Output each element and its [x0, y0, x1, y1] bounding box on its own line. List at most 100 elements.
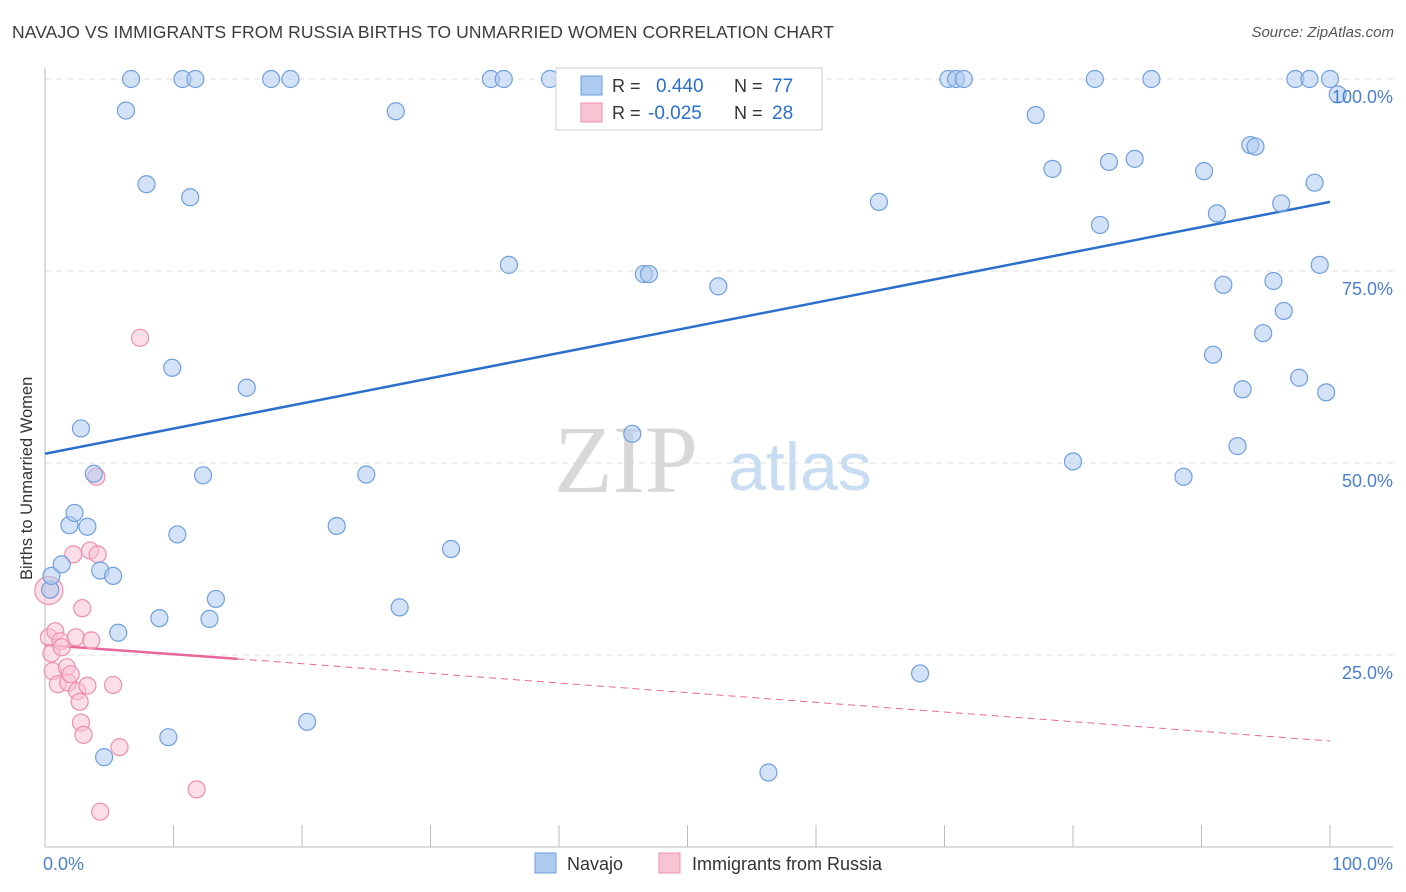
- navajo-r-value: 0.440: [656, 76, 704, 97]
- y-tick-label: 100.0%: [1332, 87, 1393, 107]
- russia-point: [66, 628, 85, 647]
- navajo-point: [1264, 271, 1283, 291]
- navajo-n-value: 77: [772, 76, 793, 97]
- navajo-points: [41, 69, 1347, 782]
- navajo-point: [1125, 149, 1144, 168]
- navajo-point: [1300, 69, 1319, 89]
- russia-point: [88, 545, 107, 564]
- navajo-point: [150, 609, 169, 628]
- y-tick-label: 25.0%: [1342, 663, 1393, 683]
- navajo-point: [1254, 324, 1273, 343]
- legend-russia-swatch: [658, 852, 681, 874]
- navajo-point: [1214, 275, 1233, 294]
- chart-title: NAVAJO VS IMMIGRANTS FROM RUSSIA BIRTHS …: [12, 22, 835, 42]
- navajo-point: [1305, 173, 1324, 192]
- navajo-point: [623, 424, 642, 443]
- navajo-point: [499, 255, 518, 274]
- russia-r-value: -0.025: [648, 103, 702, 124]
- navajo-point: [1274, 301, 1293, 321]
- navajo-point: [78, 517, 97, 536]
- navajo-point: [52, 555, 71, 574]
- navajo-point: [193, 466, 213, 485]
- navajo-swatch: [580, 75, 603, 96]
- russia-swatch: [580, 102, 603, 123]
- navajo-point: [116, 101, 136, 120]
- russia-point: [91, 802, 110, 821]
- russia-point: [78, 676, 97, 695]
- navajo-n-label: N =: [734, 76, 763, 96]
- watermark-zip: ZIP: [554, 406, 698, 513]
- navajo-point: [709, 277, 728, 296]
- russia-point: [52, 638, 71, 657]
- navajo-point: [109, 623, 128, 642]
- russia-point: [61, 665, 80, 684]
- russia-point: [74, 725, 93, 744]
- russia-point: [187, 780, 206, 799]
- navajo-point: [441, 539, 461, 559]
- russia-point: [130, 328, 150, 347]
- navajo-point: [1310, 255, 1329, 274]
- navajo-point: [1233, 380, 1252, 399]
- navajo-trend-solid: [44, 200, 1331, 456]
- y-tick-label: 75.0%: [1342, 279, 1393, 299]
- navajo-point: [121, 69, 141, 89]
- navajo-point: [186, 69, 205, 89]
- legend-navajo-label: Navajo: [567, 854, 623, 874]
- navajo-point: [71, 419, 91, 438]
- navajo-point: [1328, 85, 1347, 104]
- navajo-point: [327, 516, 346, 536]
- x-tick-label-end: 100.0%: [1332, 854, 1393, 874]
- navajo-point: [1228, 437, 1247, 456]
- russia-trend-line: [44, 643, 1331, 742]
- navajo-point: [390, 598, 409, 617]
- source-label: Source: ZipAtlas.com: [1251, 24, 1394, 41]
- navajo-point: [298, 712, 317, 731]
- russia-point: [104, 675, 123, 695]
- navajo-point: [1063, 452, 1083, 471]
- navajo-trend-line: [44, 200, 1331, 456]
- navajo-point: [206, 589, 226, 609]
- navajo-point: [357, 465, 376, 484]
- navajo-point: [494, 69, 513, 89]
- russia-point: [70, 692, 89, 711]
- navajo-point: [1320, 69, 1340, 89]
- navajo-point: [1174, 467, 1193, 486]
- navajo-point: [159, 728, 178, 747]
- navajo-point: [137, 175, 156, 194]
- watermark: ZIP atlas: [554, 406, 872, 513]
- navajo-point: [65, 503, 84, 523]
- navajo-point: [1207, 204, 1227, 223]
- legend-navajo-swatch: [534, 852, 557, 874]
- navajo-point: [1290, 368, 1309, 387]
- navajo-point: [639, 264, 659, 284]
- navajo-point: [1099, 152, 1119, 172]
- tick-labels: 25.0% 50.0% 75.0% 100.0% 0.0% 100.0%: [43, 87, 1393, 874]
- navajo-point: [1043, 159, 1062, 178]
- navajo-point: [1246, 137, 1265, 156]
- navajo-point: [84, 464, 103, 483]
- navajo-point: [1203, 345, 1223, 364]
- navajo-point: [262, 69, 281, 89]
- navajo-point: [1090, 215, 1110, 235]
- stats-legend: R = 0.440 N = 77 R = -0.025 N = 28: [555, 67, 823, 131]
- navajo-point: [386, 102, 405, 121]
- navajo-point: [1085, 69, 1104, 89]
- russia-point: [110, 738, 129, 757]
- navajo-point: [104, 566, 123, 585]
- navajo-point: [1142, 69, 1161, 89]
- navajo-point: [168, 525, 187, 544]
- navajo-point: [1272, 194, 1291, 213]
- navajo-point: [1194, 162, 1214, 181]
- navajo-r-label: R =: [612, 76, 641, 96]
- axes: [44, 68, 1393, 848]
- navajo-point: [181, 188, 200, 207]
- navajo-point: [42, 566, 61, 585]
- russia-n-value: 28: [772, 103, 793, 124]
- navajo-point: [237, 378, 256, 397]
- navajo-point: [1026, 105, 1045, 125]
- grid-lines: [45, 78, 1393, 656]
- navajo-point: [95, 748, 114, 767]
- russia-trend-dashed: [237, 658, 1331, 742]
- navajo-point: [1317, 383, 1336, 402]
